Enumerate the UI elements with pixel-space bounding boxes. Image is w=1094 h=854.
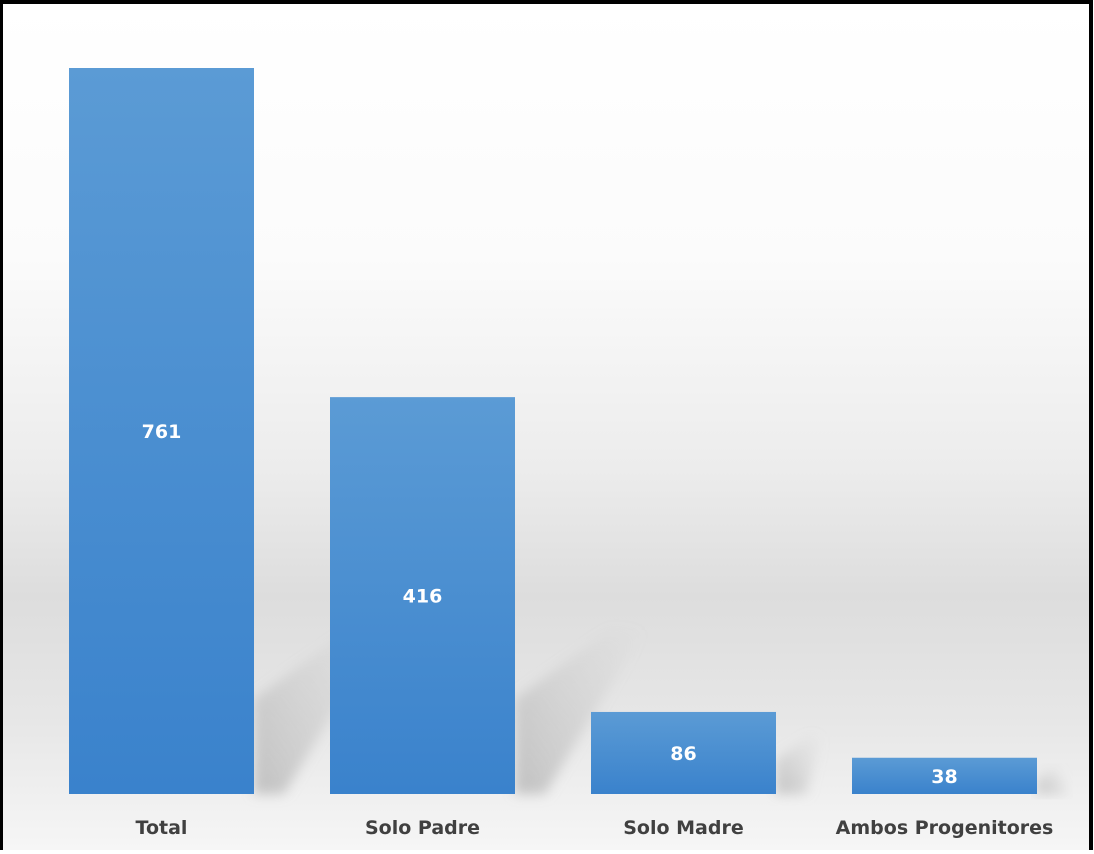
category-label: Solo Madre xyxy=(623,817,744,839)
category-label: Solo Padre xyxy=(365,817,480,839)
data-label: 761 xyxy=(142,421,182,443)
data-label: 38 xyxy=(931,766,957,788)
data-label: 86 xyxy=(670,743,696,765)
bar-shadow xyxy=(1037,768,1067,794)
category-label: Ambos Progenitores xyxy=(836,817,1054,839)
bar-ambos-progenitores xyxy=(852,757,1037,794)
bar-shadow xyxy=(776,735,823,794)
category-label: Total xyxy=(136,817,188,839)
bar-solo-padre xyxy=(330,397,515,794)
data-labels-group: 761 416 86 38 xyxy=(142,421,958,788)
bar-total xyxy=(69,68,254,794)
bars-group xyxy=(69,68,1037,794)
bar-shadow xyxy=(515,630,645,794)
data-label: 416 xyxy=(403,586,443,608)
bar-chart: 761 416 86 38 Total Solo Padre Solo Madre Ambo… xyxy=(69,68,1067,839)
category-labels-group: Total Solo Padre Solo Madre Ambos Progenito… xyxy=(136,817,1054,839)
bar-solo-madre xyxy=(591,711,776,794)
